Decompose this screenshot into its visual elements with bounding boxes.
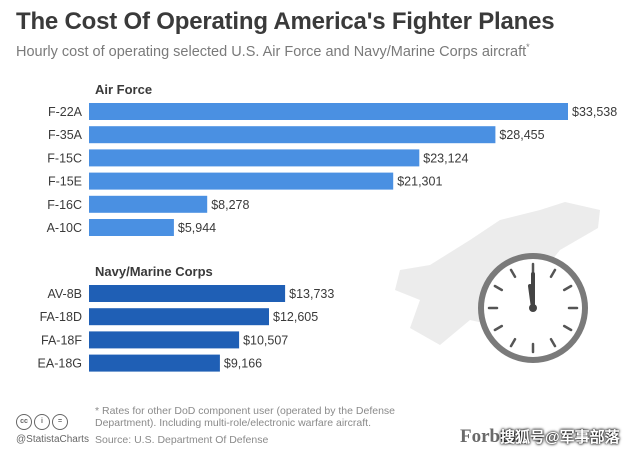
forbes-logo: Forbes	[460, 426, 516, 447]
creative-commons-icons: cc i =	[16, 414, 68, 430]
value-label: $8,278	[211, 198, 249, 212]
bar	[89, 195, 208, 213]
category-label: F-22A	[48, 105, 83, 119]
watermark: 搜狐号@军事部落	[500, 429, 620, 446]
bar	[89, 354, 220, 372]
bar	[89, 285, 286, 302]
value-label: $9,166	[224, 357, 262, 371]
bar	[89, 149, 420, 167]
value-label: $28,455	[499, 128, 544, 142]
statista-handle[interactable]: @StatistaCharts	[16, 434, 89, 445]
bars-layer: Air Force F-22A $33,538 F-35A $28,455 F-15C $2…	[38, 82, 617, 372]
category-label: F-15E	[48, 175, 82, 189]
bar	[89, 219, 174, 236]
no-derivatives-icon: =	[52, 414, 68, 430]
value-label: $13,733	[289, 287, 334, 301]
bar	[89, 103, 568, 120]
source-note: Source: U.S. Department Of Defense	[95, 434, 269, 446]
bar	[89, 126, 496, 144]
category-label: F-16C	[47, 198, 82, 212]
bar	[89, 172, 394, 190]
page-subtitle: Hourly cost of operating selected U.S. A…	[16, 42, 530, 60]
bar	[89, 331, 240, 349]
value-label: $5,944	[178, 221, 216, 235]
category-label: F-35A	[48, 128, 83, 142]
value-label: $21,301	[397, 175, 442, 189]
group-heading: Navy/Marine Corps	[95, 264, 213, 279]
value-label: $12,605	[273, 310, 318, 324]
value-label: $23,124	[423, 151, 468, 165]
cc-icon: cc	[16, 414, 32, 430]
category-label: F-15C	[47, 151, 82, 165]
background-illustration	[395, 202, 600, 363]
page-title: The Cost Of Operating America's Fighter …	[16, 8, 555, 35]
clock-icon	[478, 253, 588, 363]
category-label: A-10C	[47, 221, 82, 235]
category-label: FA-18D	[40, 310, 82, 324]
bar-chart: Air Force F-22A $33,538 F-35A $28,455 F-15C $2…	[38, 82, 617, 372]
category-label: EA-18G	[38, 357, 82, 371]
attribution-icon: i	[34, 414, 50, 430]
bar	[89, 308, 269, 326]
footnote: * Rates for other DoD component user (op…	[95, 405, 395, 429]
value-label: $33,538	[572, 105, 617, 119]
value-label: $10,507	[243, 333, 288, 347]
category-label: FA-18F	[41, 333, 82, 347]
group-heading: Air Force	[95, 82, 152, 97]
category-label: AV-8B	[47, 287, 82, 301]
